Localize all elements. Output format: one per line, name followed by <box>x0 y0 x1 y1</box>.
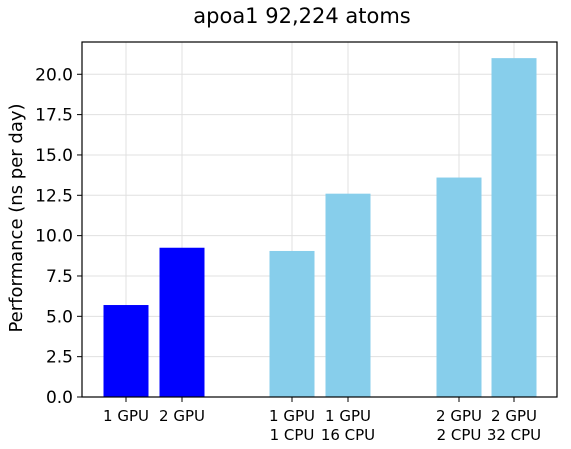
chart-title: apoa1 92,224 atoms <box>193 4 410 28</box>
x-tick-label: 2 GPU 32 CPU <box>487 407 541 444</box>
x-tick-label: 2 GPU 2 CPU <box>436 407 482 444</box>
bar <box>491 58 537 398</box>
x-tick-label-line: 2 GPU <box>491 407 537 425</box>
bar <box>269 250 315 397</box>
x-tick-label: 2 GPU <box>159 407 205 425</box>
x-tick-label-line: 2 GPU <box>436 407 482 425</box>
x-tick-label: 1 GPU 16 CPU <box>321 407 375 444</box>
y-tick-label: 17.5 <box>35 106 73 126</box>
y-tick-label: 0.0 <box>46 388 73 408</box>
x-tick-label: 1 GPU 1 CPU <box>269 407 315 444</box>
x-tick-label: 1 GPU <box>103 407 149 425</box>
y-tick-label: 5.0 <box>46 307 73 327</box>
x-tick-label-line: 1 CPU <box>270 426 315 444</box>
y-tick-label: 2.5 <box>46 348 73 368</box>
x-tick-label-line: 1 GPU <box>269 407 315 425</box>
plot-frame <box>81 41 558 398</box>
y-tick-label: 12.5 <box>35 186 73 206</box>
y-axis-title: Performance (ns per day) <box>6 103 27 332</box>
bar <box>103 305 149 397</box>
x-tick-label-line: 2 GPU <box>159 407 205 425</box>
bar <box>325 193 371 397</box>
x-tick-label-line: 1 GPU <box>103 407 149 425</box>
x-tick-label-line: 2 CPU <box>437 426 482 444</box>
y-tick-label: 20.0 <box>35 65 73 85</box>
grid-lines <box>82 42 557 398</box>
x-tick-label-line: 16 CPU <box>321 426 375 444</box>
bar <box>436 177 482 397</box>
x-tick-label-line: 1 GPU <box>325 407 371 425</box>
y-axis-ticks: 0.0 2.5 5.0 7.5 10.0 12.5 15.0 17.5 20.0 <box>35 65 82 408</box>
bar <box>159 247 205 397</box>
y-tick-label: 15.0 <box>35 146 73 166</box>
x-tick-label-line: 32 CPU <box>487 426 541 444</box>
bars <box>103 58 537 398</box>
y-tick-label: 10.0 <box>35 227 73 247</box>
y-tick-label: 7.5 <box>46 267 73 287</box>
